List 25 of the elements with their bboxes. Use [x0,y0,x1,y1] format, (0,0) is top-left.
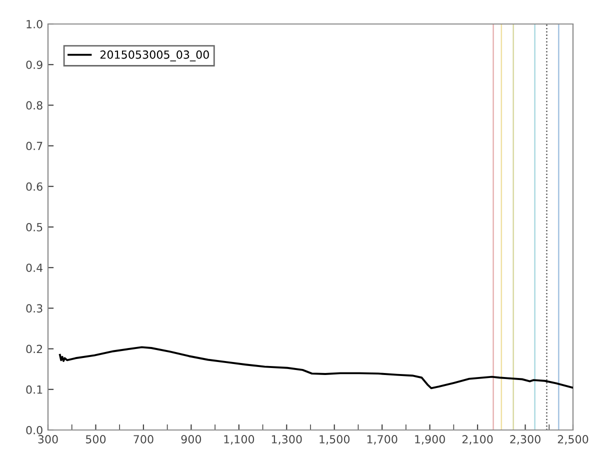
y-tick-label: 0.5 [26,222,42,232]
x-tick-label: 1,300 [272,435,302,445]
legend-label: 2015053005_03_00 [100,50,209,62]
y-tick-label: 0.1 [26,385,42,394]
y-tick-label: 0.0 [26,426,42,434]
y-tick-label: 0.8 [26,101,42,110]
y-tick-label: 0.3 [26,304,42,313]
y-tick-label: 0.7 [26,142,42,150]
y-tick-label: 0.6 [26,182,42,191]
x-tick-label: 700 [134,435,154,444]
x-tick-label: 1,100 [224,435,254,445]
x-tick-label: 2,500 [558,435,588,445]
x-tick-label: 900 [181,435,202,444]
x-tick-label: 2,100 [462,435,493,445]
line-series [58,346,573,390]
x-tick-label: 500 [86,435,106,444]
y-tick-label: 0.2 [26,344,42,354]
x-tick-label: 1,700 [367,435,398,445]
y-tick-label: 0.9 [26,60,42,69]
x-tick-label: 1,900 [415,435,445,445]
x-tick-label: 1,500 [320,435,350,445]
y-tick-label: 1.0 [26,20,42,28]
x-tick-label: 2,300 [510,435,540,445]
x-tick-label: 300 [38,435,58,444]
y-tick-label: 0.4 [26,264,43,272]
